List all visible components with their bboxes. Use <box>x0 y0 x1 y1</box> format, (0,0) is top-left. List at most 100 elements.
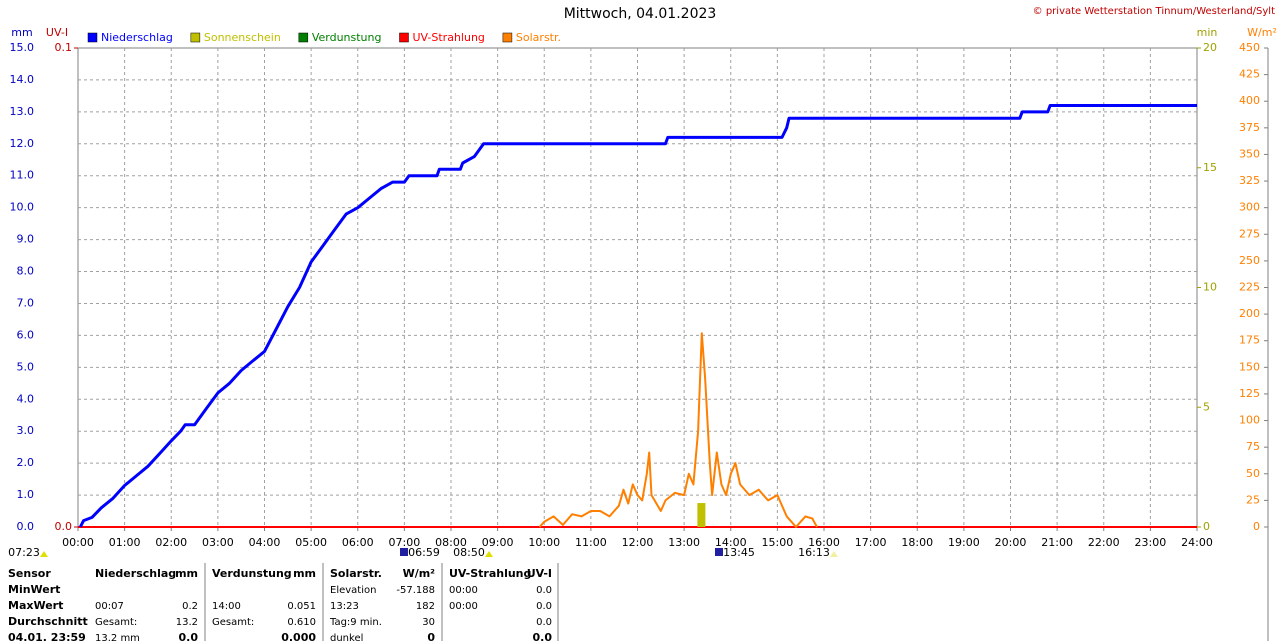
x-tick-label: 01:00 <box>109 536 141 549</box>
y-tick-label: 9.0 <box>17 233 35 246</box>
table-cell: 0.0 <box>536 617 552 628</box>
x-tick-label: 14:00 <box>715 536 747 549</box>
legend-swatch <box>399 32 409 43</box>
y3-tick-label: 250 <box>1239 254 1260 267</box>
x-tick-label: 12:00 <box>622 536 654 549</box>
table-cell: 0.0 <box>536 601 552 612</box>
sun-label: 07:23 <box>8 546 40 559</box>
table-cell: 04.01. 23:59 <box>8 631 86 641</box>
table-cell: 0.0 <box>179 631 199 641</box>
table-header: Sensor <box>8 567 51 580</box>
sun-label: 08:50 <box>453 546 485 559</box>
y3-axis-label: W/m² <box>1247 26 1277 39</box>
table-header: Niederschlag <box>95 567 176 580</box>
y-tick-label: 0.0 <box>17 520 35 533</box>
table-cell: Tag:9 min. <box>329 617 382 628</box>
y-tick-label: 12.0 <box>10 137 35 150</box>
y-tick-label: 8.0 <box>17 265 35 278</box>
y-tick-label: 15.0 <box>10 41 35 54</box>
table-cell: 182 <box>416 601 435 612</box>
table-cell: MinWert <box>8 583 60 596</box>
x-tick-label: 03:00 <box>202 536 234 549</box>
y2-tick-label: 10 <box>1203 281 1217 294</box>
x-tick-label: 11:00 <box>575 536 607 549</box>
y2-tick-label: 15 <box>1203 161 1217 174</box>
sun-icon <box>485 551 493 557</box>
y-axis-label: mm <box>11 26 32 39</box>
x-tick-label: 05:00 <box>295 536 327 549</box>
x-tick-label: 22:00 <box>1088 536 1120 549</box>
table-cell: 0.0 <box>533 631 553 641</box>
sun-icon <box>40 551 48 557</box>
table-cell: 00:00 <box>449 585 478 596</box>
legend-label: Verdunstung <box>312 31 382 44</box>
series-line <box>78 104 1197 528</box>
y-tick-label: 7.0 <box>17 296 35 309</box>
sun-icon <box>715 548 723 556</box>
y3-tick-label: 350 <box>1239 147 1260 160</box>
uv-tick-label: 0.1 <box>55 41 73 54</box>
x-tick-label: 08:00 <box>435 536 467 549</box>
table-cell: Gesamt: <box>95 617 137 628</box>
table-cell: -57.188 <box>396 585 435 596</box>
y3-tick-label: 125 <box>1239 387 1260 400</box>
table-header: Verdunstung <box>212 567 292 580</box>
table-header: mm <box>175 567 198 580</box>
table-header: Solarstr. <box>330 567 382 580</box>
x-tick-label: 21:00 <box>1041 536 1073 549</box>
table-header: mm <box>293 567 316 580</box>
chart-title: Mittwoch, 04.01.2023 <box>564 6 717 22</box>
y-tick-label: 10.0 <box>10 201 35 214</box>
table-cell: Elevation <box>330 585 376 596</box>
y3-tick-label: 75 <box>1246 440 1260 453</box>
y3-tick-label: 300 <box>1239 201 1260 214</box>
y3-tick-label: 425 <box>1239 68 1260 81</box>
x-tick-label: 02:00 <box>155 536 187 549</box>
sun-icon <box>830 551 838 557</box>
sun-icon <box>400 548 408 556</box>
uv-axis-label: UV-I <box>46 26 68 39</box>
table-header: UV-Strahlung <box>449 567 531 580</box>
y3-tick-label: 175 <box>1239 334 1260 347</box>
x-tick-label: 24:00 <box>1181 536 1213 549</box>
y-tick-label: 5.0 <box>17 360 35 373</box>
plot-area <box>77 47 1198 528</box>
y3-tick-label: 50 <box>1246 467 1260 480</box>
table-cell: 0.0 <box>536 585 552 596</box>
x-tick-label: 18:00 <box>901 536 933 549</box>
legend-swatch <box>87 32 98 43</box>
table-cell: 30 <box>422 617 435 628</box>
y-tick-label: 1.0 <box>17 488 35 501</box>
legend-swatch <box>190 32 201 43</box>
y3-tick-label: 375 <box>1239 121 1260 134</box>
y2-tick-label: 20 <box>1203 41 1217 54</box>
uv-tick-label: 0.0 <box>55 520 73 533</box>
x-tick-label: 13:00 <box>668 536 700 549</box>
y3-tick-label: 450 <box>1239 41 1260 54</box>
x-tick-label: 09:00 <box>482 536 514 549</box>
table-cell: Gesamt: <box>212 617 254 628</box>
legend-label: Solarstr. <box>516 31 561 44</box>
x-tick-label: 19:00 <box>948 536 980 549</box>
table-cell: Durchschnitt <box>8 615 88 628</box>
sun-label: 16:13 <box>798 546 830 559</box>
table-cell: 0 <box>427 631 435 641</box>
y3-tick-label: 200 <box>1239 307 1260 320</box>
legend-swatch <box>502 32 513 43</box>
table-cell: 14:00 <box>212 601 241 612</box>
table-cell: 00:00 <box>449 601 478 612</box>
x-tick-label: 16:00 <box>808 536 840 549</box>
series-line <box>538 332 818 528</box>
y-tick-label: 11.0 <box>10 169 35 182</box>
sunshine-bar <box>697 503 706 527</box>
legend-swatch <box>298 32 309 43</box>
table-cell: 13.2 <box>176 617 198 628</box>
y3-tick-label: 25 <box>1246 493 1260 506</box>
x-tick-label: 23:00 <box>1135 536 1167 549</box>
legend-label: UV-Strahlung <box>412 31 484 44</box>
y3-tick-label: 400 <box>1239 94 1260 107</box>
copyright: © private Wetterstation Tinnum/Westerlan… <box>1033 6 1275 17</box>
table-cell: dunkel <box>330 633 363 641</box>
